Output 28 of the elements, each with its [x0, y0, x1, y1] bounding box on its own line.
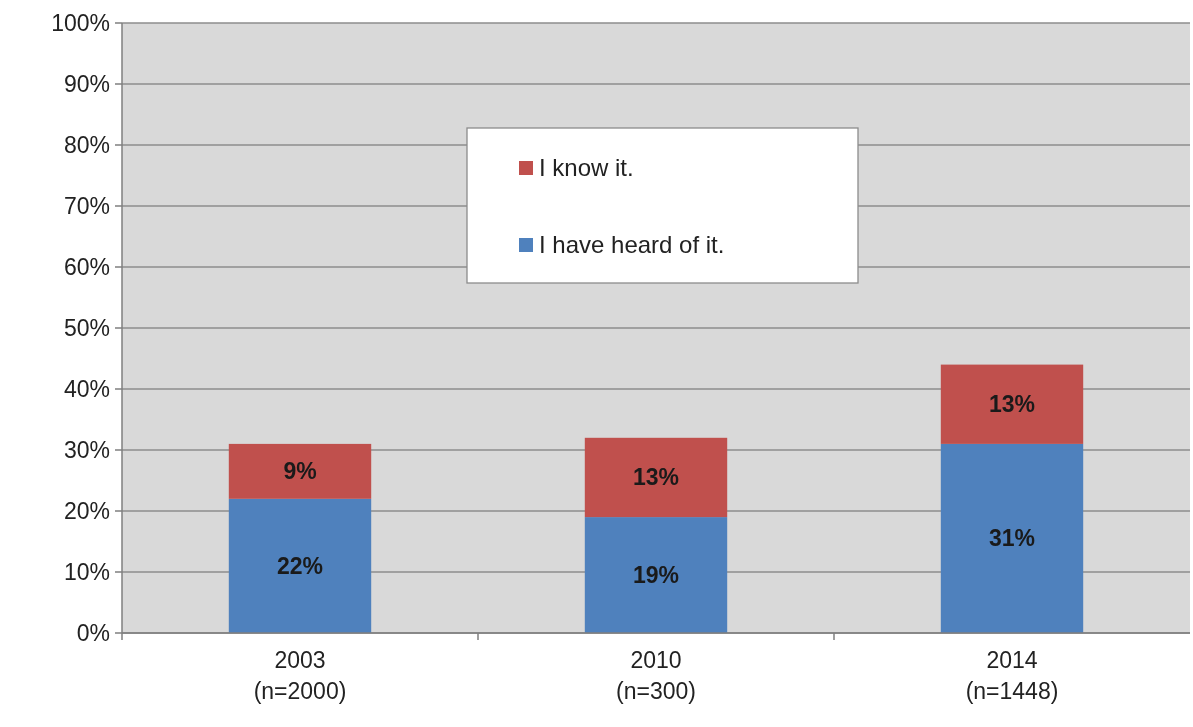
x-tick-label: 2003 (n=2000) — [253, 647, 347, 704]
bar — [228, 443, 372, 499]
data-label: 13% — [632, 464, 680, 491]
data-label: 9% — [283, 458, 317, 485]
bar — [584, 517, 728, 633]
y-tick-label: 30% — [63, 437, 110, 463]
legend-label: I know it. — [539, 154, 634, 181]
x-tick-label: 2014 (n=1448) — [965, 647, 1059, 704]
y-tick-label: 60% — [63, 254, 110, 280]
data-label: 31% — [988, 525, 1036, 552]
x-tick-label: 2010 (n=300) — [616, 647, 696, 704]
bar — [940, 443, 1084, 633]
y-tick-label: 50% — [63, 315, 110, 341]
y-tick-label: 100% — [51, 10, 110, 36]
bar — [584, 437, 728, 518]
data-label: 19% — [632, 562, 680, 589]
bar — [228, 498, 372, 633]
y-tick-label: 10% — [63, 559, 110, 585]
y-tick-label: 20% — [63, 498, 110, 524]
data-label: 22% — [276, 552, 324, 579]
y-tick-label: 80% — [63, 132, 110, 158]
y-tick-label: 0% — [76, 620, 110, 646]
legend-label: I have heard of it. — [539, 231, 725, 258]
data-label: 13% — [988, 391, 1036, 418]
y-tick-label: 70% — [63, 193, 110, 219]
y-tick-label: 40% — [63, 376, 110, 402]
y-tick-label: 90% — [63, 71, 110, 97]
bar — [940, 364, 1084, 444]
